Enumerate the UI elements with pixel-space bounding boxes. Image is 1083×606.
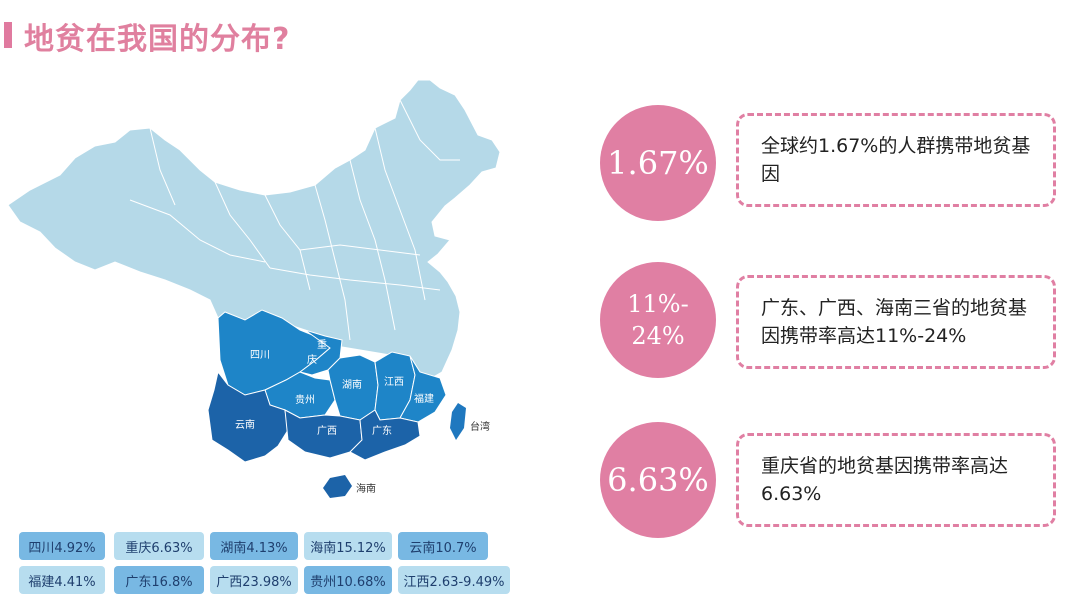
label-sichuan: 四川 [250,350,270,361]
page-title: 地贫在我国的分布? [24,22,291,57]
stat-box-global: 全球约1.67%的人群携带地贫基因 [736,113,1056,207]
china-map: 四川 重 庆 湖南 江西 贵州 福建 云南 广西 广东 台湾 海南 [7,79,501,498]
chongqing-region [298,329,343,376]
tag-guangxi: 广西23.98% [210,566,298,594]
tag-hunan: 湖南4.13% [210,532,298,560]
tag-jiangxi: 江西2.63-9.49% [398,566,510,594]
tag-guizhou: 贵州10.68% [304,566,392,594]
tag-fujian: 福建4.41% [19,566,105,594]
tag-sichuan: 四川4.92% [19,532,105,560]
label-hainan: 海南 [356,482,376,495]
stat-box-south: 广东、广西、海南三省的地贫基因携带率高达11%-24% [736,275,1056,369]
guangdong-region [349,409,421,461]
label-fujian: 福建 [414,392,434,405]
label-guangxi: 广西 [317,425,337,437]
stat-desc-global: 全球约1.67%的人群携带地贫基因 [761,135,1031,185]
stat-desc-chongqing: 重庆省的地贫基因携带率高达6.63% [761,455,1009,505]
label-chongqing-1: 重 [317,338,327,351]
tag-yunnan: 云南10.7% [398,532,488,560]
taiwan-region [450,403,466,440]
title-accent-bar [4,22,12,48]
stat-circle-chongqing: 6.63% [600,422,716,538]
tag-guangdong: 广东16.8% [114,566,204,594]
hainan-region [323,475,352,498]
label-chongqing-2: 庆 [307,353,317,366]
stat-circle-global: 1.67% [600,105,716,221]
province-borders [129,99,460,341]
stat-circle-south: 11%- 24% [600,262,716,378]
label-guizhou: 贵州 [295,393,315,406]
stat-circle-south-line1: 11%- [627,290,689,318]
tag-chongqing: 重庆6.63% [114,532,204,560]
label-hunan: 湖南 [342,378,362,391]
stat-desc-south: 广东、广西、海南三省的地贫基因携带率高达11%-24% [761,297,1028,347]
fujian-region [399,355,447,423]
stat-circle-south-line2: 24% [631,322,685,350]
stat-box-chongqing: 重庆省的地贫基因携带率高达6.63% [736,433,1056,527]
tag-hainan: 海南15.12% [304,532,392,560]
label-yunnan: 云南 [235,418,255,431]
label-taiwan: 台湾 [470,420,490,433]
yunnan-region [207,370,289,463]
label-guangdong: 广东 [372,424,392,437]
label-jiangxi: 江西 [384,376,404,388]
